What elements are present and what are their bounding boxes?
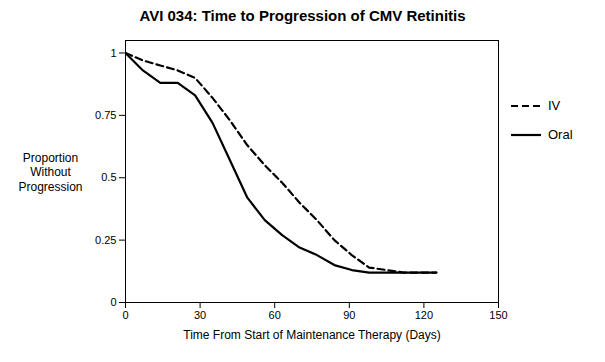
svg-text:1: 1: [110, 46, 116, 58]
svg-text:0.25: 0.25: [95, 234, 116, 246]
svg-text:0: 0: [110, 296, 116, 308]
svg-text:120: 120: [415, 309, 433, 321]
html-text:Oral: Oral: [548, 127, 573, 142]
svg-text:150: 150: [489, 309, 507, 321]
html-text:IV: IV: [548, 98, 561, 113]
html-text:AVI 034: Time to Progression o: AVI 034: Time to Progression of CMV Reti…: [139, 7, 466, 24]
svg-text:90: 90: [343, 309, 355, 321]
svg-text:60: 60: [269, 309, 281, 321]
svg-text:0.75: 0.75: [95, 109, 116, 121]
svg-text:0: 0: [122, 309, 128, 321]
svg-text:ProportionWithoutProgression: ProportionWithoutProgression: [18, 151, 82, 194]
svg-text:0.5: 0.5: [101, 171, 116, 183]
svg-text:Time From Start of Maintenance: Time From Start of Maintenance Therapy (…: [183, 328, 440, 342]
svg-text:30: 30: [194, 309, 206, 321]
